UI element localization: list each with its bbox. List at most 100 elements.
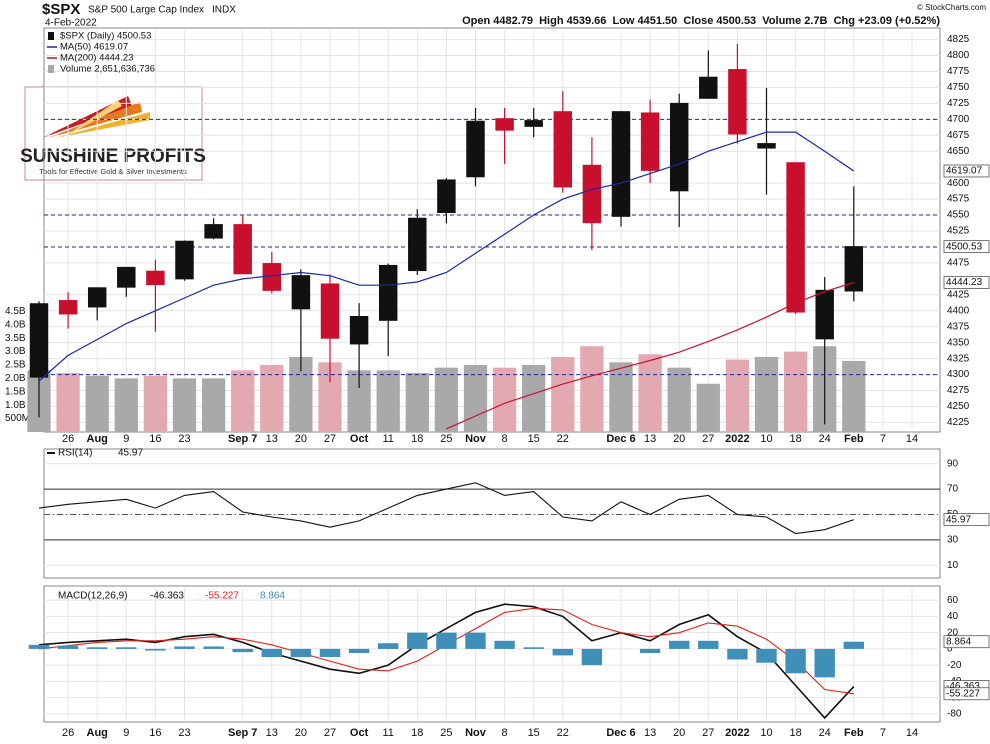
- x-tick-label: 26: [62, 727, 74, 739]
- volume-bar: [754, 356, 779, 432]
- histogram-bar: [57, 645, 79, 649]
- logo-title: SUNSHINE PROFITS: [20, 146, 206, 167]
- x-tick-label: 7: [880, 433, 886, 445]
- histogram-bar: [174, 646, 195, 649]
- symbol: $SPX: [42, 1, 80, 18]
- candle-body: [378, 264, 398, 321]
- candle-body: [553, 111, 573, 188]
- x-tick-label: 20: [295, 727, 307, 739]
- histogram-bar: [87, 647, 108, 649]
- candle-body: [408, 217, 427, 272]
- y-tick-label: 4325: [947, 353, 970, 364]
- x-tick-label: 18: [789, 433, 801, 445]
- x-tick-label: 11: [382, 433, 393, 445]
- legend-value: -46.363: [150, 591, 184, 602]
- x-tick-label: 8: [502, 727, 508, 739]
- x-tick-label: 27: [702, 433, 714, 445]
- histogram-bar: [407, 632, 428, 649]
- volume-bar: [434, 367, 459, 432]
- x-tick-label: 27: [702, 727, 714, 739]
- x-tick-label: 7: [880, 727, 886, 739]
- volume-tick-label: 4.5B: [5, 306, 26, 317]
- y-tick-label: 60: [947, 595, 959, 606]
- y-tick-label: 4225: [947, 417, 970, 428]
- y-tick-label: 4250: [947, 401, 970, 412]
- candle-body: [669, 102, 689, 192]
- candle-body: [175, 240, 194, 280]
- value-label: 8.864: [946, 636, 971, 647]
- volume-bar: [551, 356, 575, 432]
- volume-bar: [783, 351, 808, 432]
- x-tick-label: 2022: [725, 433, 749, 445]
- value-box: [943, 164, 990, 178]
- x-tick-label: Dec 6: [606, 433, 635, 445]
- y-tick-label: 4525: [947, 226, 970, 237]
- x-tick-label: 15: [528, 727, 540, 739]
- volume-tick-label: 1.5B: [5, 386, 26, 397]
- histogram-bar: [348, 648, 370, 653]
- volume-bar: [492, 367, 517, 432]
- y-tick-label: 4775: [947, 66, 970, 77]
- volume-tick-label: 2.0B: [5, 373, 26, 384]
- volume-bar: [318, 362, 342, 432]
- volume-bar: [580, 346, 604, 432]
- histogram-bar: [639, 648, 661, 653]
- panel-frame: [43, 585, 941, 723]
- volume-bar: [405, 373, 429, 432]
- y-tick-label: 70: [947, 484, 959, 495]
- x-tick-label: 10: [760, 727, 772, 739]
- candle-body: [699, 76, 718, 99]
- candle-body: [582, 164, 602, 224]
- x-tick-label: Dec 6: [606, 727, 635, 739]
- volume-bar: [696, 383, 720, 432]
- legend-value: 45.97: [118, 448, 143, 459]
- y-tick-label: 4800: [947, 50, 970, 61]
- y-tick-label: 90: [947, 458, 959, 469]
- volume-bar: [260, 365, 284, 432]
- candle-body: [815, 289, 834, 340]
- macd-line: [38, 603, 855, 720]
- ma-line: [446, 281, 854, 430]
- volume-bar: [842, 360, 866, 432]
- candle-body: [117, 266, 136, 288]
- volume-tick-label: 3.0B: [5, 346, 26, 357]
- panel-frame: [43, 448, 941, 579]
- legend-label: MA(50) 4619.07: [60, 42, 128, 53]
- value-box: [943, 276, 990, 289]
- legend-label: Volume 2,651,636,736: [60, 64, 155, 75]
- x-tick-label: 16: [149, 433, 161, 445]
- histogram-bar: [436, 632, 457, 649]
- x-tick-label: 20: [673, 433, 685, 445]
- x-tick-label: 13: [644, 727, 656, 739]
- volume-bar: [289, 356, 313, 432]
- x-tick-label: 23: [178, 727, 190, 739]
- y-tick-label: 30: [947, 535, 959, 546]
- histogram-bar: [319, 648, 341, 658]
- candle-body: [320, 283, 340, 339]
- x-tick-label: 15: [528, 433, 540, 445]
- y-tick-label: -80: [947, 709, 962, 720]
- volume-tick-label: 3.5B: [5, 333, 26, 344]
- x-tick-label: 2022: [725, 727, 749, 739]
- histogram-bar: [523, 647, 544, 649]
- value-box: [943, 687, 990, 701]
- histogram-bar: [669, 640, 690, 649]
- candle-body: [349, 316, 369, 345]
- legend-label: MA(200) 4444.23: [60, 53, 133, 64]
- histogram-bar: [785, 648, 806, 674]
- histogram-bar: [28, 644, 50, 649]
- candle-body: [728, 69, 747, 135]
- value-label: 4619.07: [946, 166, 983, 177]
- volume-tick-label: 2.5B: [5, 360, 26, 371]
- volume-bar: [172, 378, 197, 432]
- x-tick-label: Sep 7: [228, 433, 257, 445]
- logo-tagline: Tools for Effective Gold & Silver Invest…: [39, 167, 187, 176]
- x-tick-label: Oct: [350, 433, 369, 445]
- y-tick-label: 4825: [947, 34, 970, 45]
- x-tick-label: 16: [149, 727, 161, 739]
- histogram-bar: [698, 640, 719, 649]
- value-box: [943, 240, 990, 254]
- x-tick-label: 14: [906, 433, 918, 445]
- volume-bar: [56, 373, 80, 432]
